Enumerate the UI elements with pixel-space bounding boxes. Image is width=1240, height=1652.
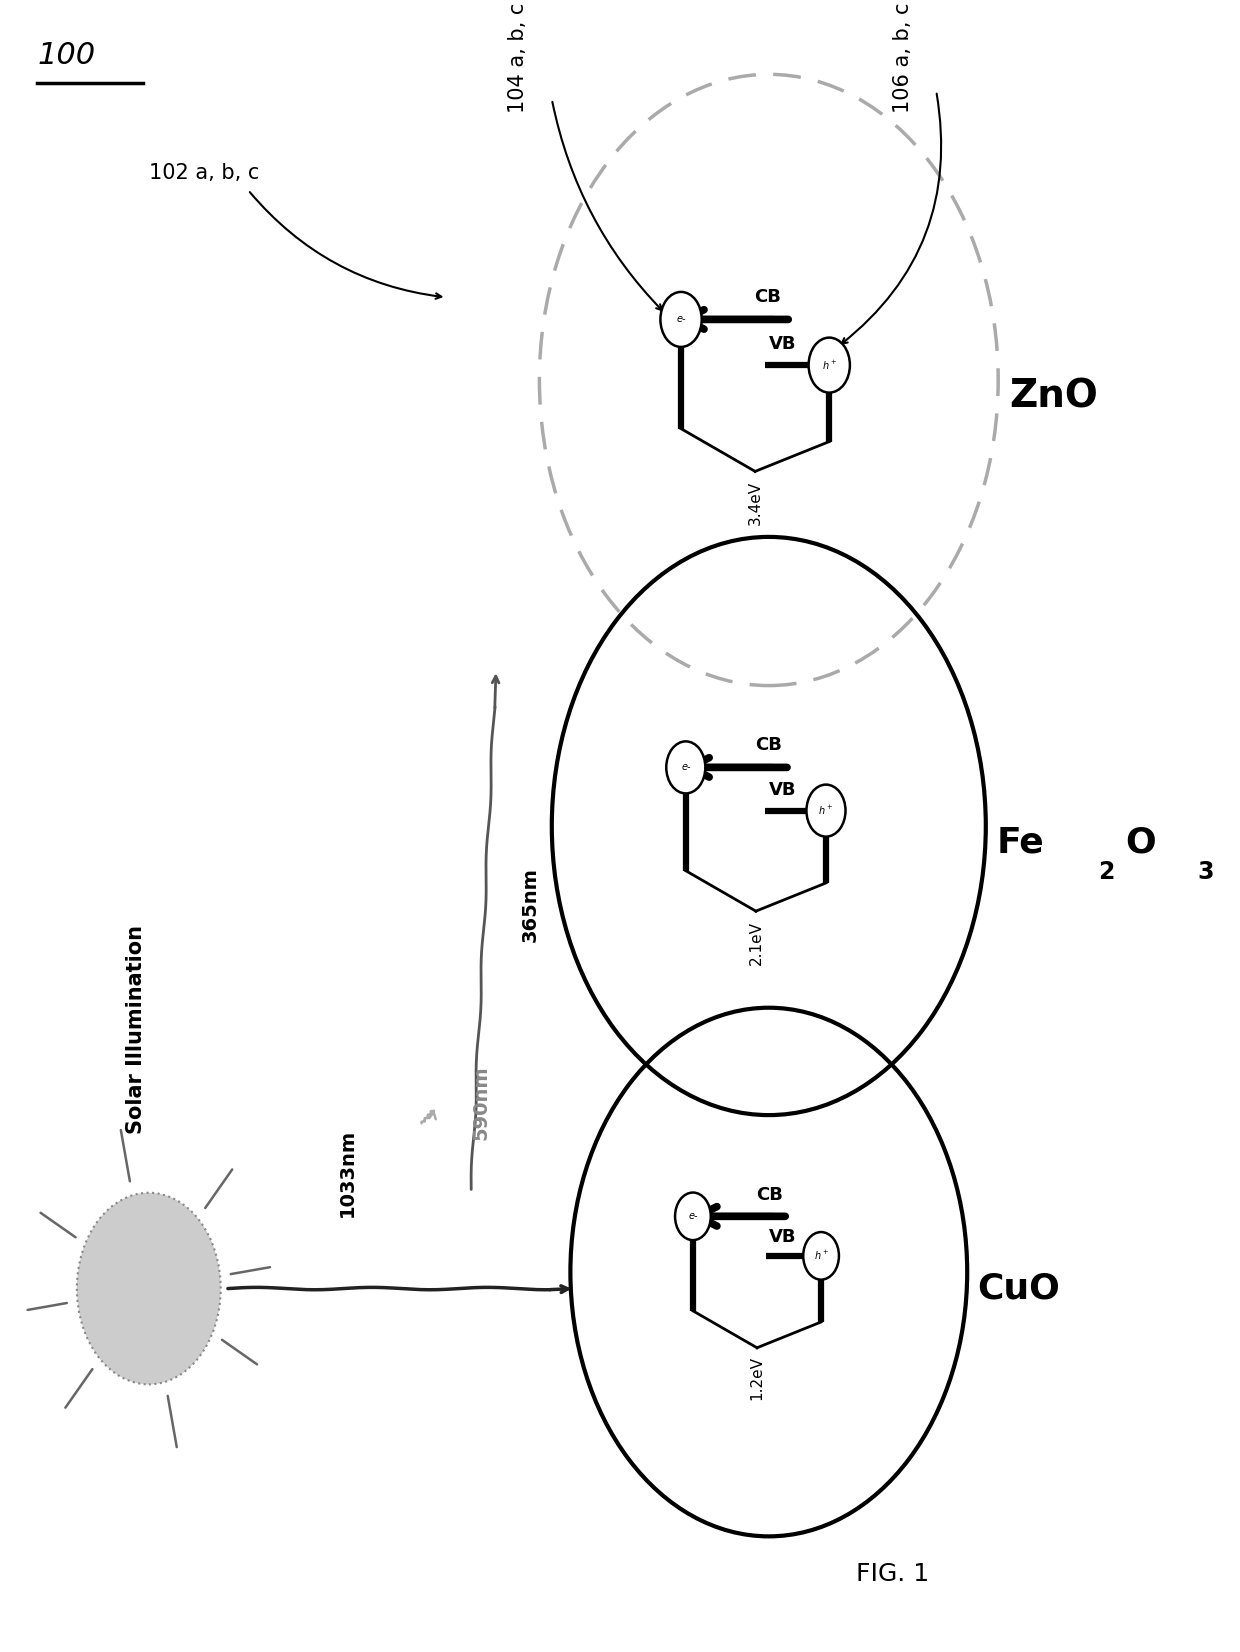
Text: e-: e-	[681, 762, 691, 773]
Text: 2: 2	[1099, 861, 1115, 884]
Text: O: O	[1126, 826, 1157, 859]
Text: $h^+$: $h^+$	[813, 1249, 828, 1262]
Text: CB: CB	[756, 1186, 784, 1204]
Text: 1033nm: 1033nm	[337, 1128, 357, 1218]
Circle shape	[666, 742, 706, 793]
Text: FIG. 1: FIG. 1	[857, 1561, 929, 1586]
Text: $h^+$: $h^+$	[818, 805, 833, 818]
Text: 365nm: 365nm	[521, 867, 539, 942]
Text: VB: VB	[769, 335, 796, 354]
Circle shape	[661, 292, 702, 347]
Text: CB: CB	[755, 737, 782, 755]
Circle shape	[77, 1193, 221, 1384]
Text: VB: VB	[769, 781, 796, 800]
Text: Solar Illumination: Solar Illumination	[126, 925, 146, 1135]
Text: 100: 100	[37, 41, 95, 71]
Circle shape	[806, 785, 846, 836]
Text: ZnO: ZnO	[1009, 377, 1099, 416]
Text: CuO: CuO	[977, 1272, 1060, 1305]
Text: e-: e-	[676, 314, 686, 324]
Text: 3: 3	[1198, 861, 1214, 884]
Circle shape	[675, 1193, 711, 1241]
Circle shape	[804, 1232, 839, 1280]
Text: 104 a, b, c: 104 a, b, c	[508, 3, 528, 112]
Text: 106 a, b, c: 106 a, b, c	[893, 3, 913, 112]
Text: e-: e-	[688, 1211, 698, 1221]
Circle shape	[808, 337, 849, 393]
Text: 2.1eV: 2.1eV	[749, 920, 764, 965]
Text: 1.2eV: 1.2eV	[749, 1356, 765, 1401]
Text: Fe: Fe	[997, 826, 1044, 859]
Text: CB: CB	[754, 287, 781, 306]
Text: $h^+$: $h^+$	[822, 358, 837, 372]
Text: 3.4eV: 3.4eV	[748, 481, 763, 525]
Text: VB: VB	[769, 1227, 796, 1246]
Text: 102 a, b, c: 102 a, b, c	[149, 164, 259, 183]
Text: 590nm: 590nm	[471, 1066, 490, 1140]
